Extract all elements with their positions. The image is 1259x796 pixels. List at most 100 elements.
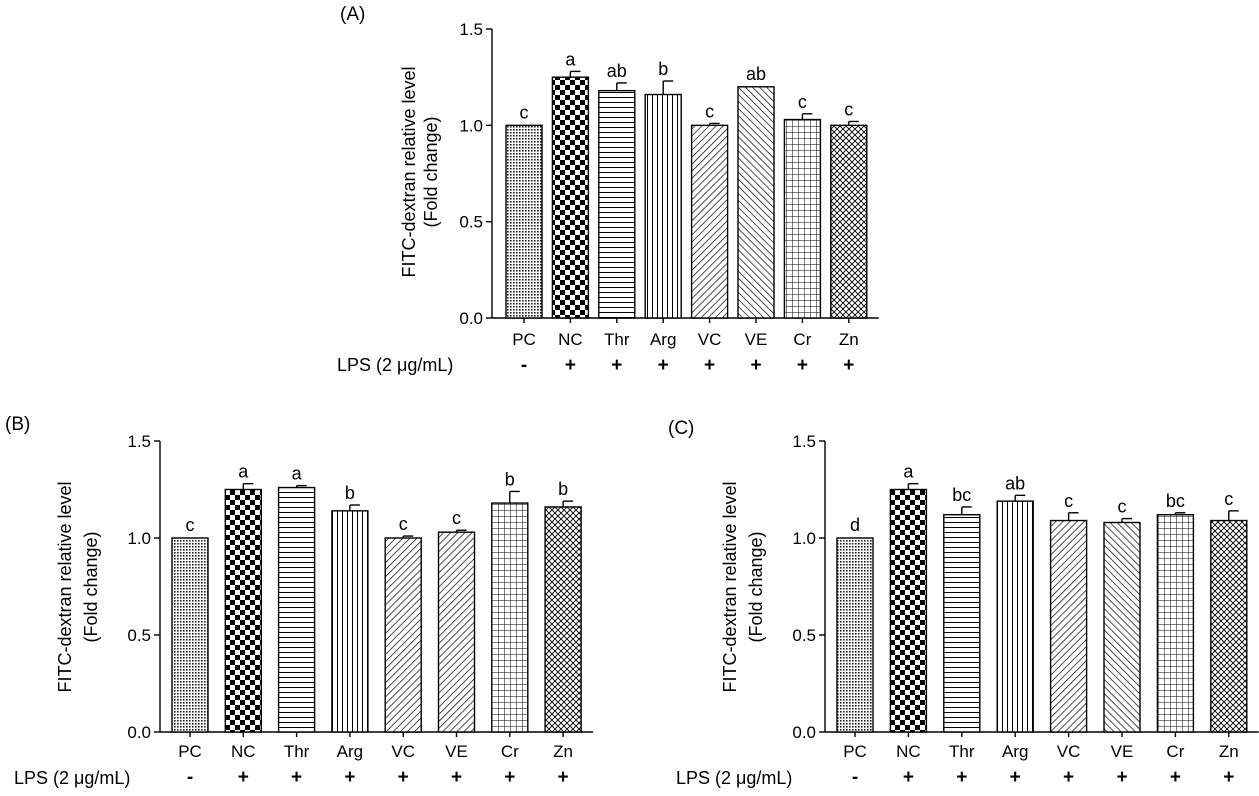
lps-marker: + xyxy=(843,355,854,376)
category-label: Thr xyxy=(604,330,630,349)
bar xyxy=(1049,519,1088,733)
y-axis-label-unit: (Fold change) xyxy=(81,531,101,642)
category-label: Arg xyxy=(650,330,676,349)
lps-marker: + xyxy=(238,767,249,788)
bar xyxy=(1103,521,1141,733)
lps-marker: + xyxy=(565,355,576,376)
y-tick-label: 1.5 xyxy=(792,432,816,451)
y-tick-label: 1.5 xyxy=(127,432,151,451)
category-label: VC xyxy=(698,330,722,349)
y-axis-label-unit: (Fold change) xyxy=(421,116,441,227)
lps-marker: - xyxy=(187,767,193,788)
y-tick-label: 0.0 xyxy=(127,723,151,742)
bar xyxy=(943,514,981,733)
lps-marker: + xyxy=(291,767,302,788)
panel-label: (C) xyxy=(668,418,694,439)
category-label: Zn xyxy=(839,330,859,349)
y-tick-label: 1.5 xyxy=(459,20,483,39)
significance-letter: a xyxy=(238,462,249,482)
bar xyxy=(277,486,316,733)
y-axis-label: FITC-dextran relative level xyxy=(720,481,740,692)
bar xyxy=(737,86,775,319)
bar xyxy=(437,531,476,733)
category-label: PC xyxy=(178,742,202,761)
category-label: Zn xyxy=(553,742,573,761)
bar xyxy=(889,488,928,733)
lps-marker: + xyxy=(797,355,808,376)
y-tick-label: 0.5 xyxy=(792,626,816,645)
lps-marker: + xyxy=(750,355,761,376)
lps-marker: + xyxy=(611,355,622,376)
lps-marker: + xyxy=(1223,767,1234,788)
y-tick-label: 0.5 xyxy=(459,213,483,232)
bar xyxy=(224,488,263,733)
panel-label: (A) xyxy=(340,4,365,25)
panel-c: (C) FITC-dextran relative level (Fold ch… xyxy=(668,418,1259,788)
significance-letter: a xyxy=(292,464,303,484)
category-label: NC xyxy=(558,330,583,349)
y-tick-label: 1.0 xyxy=(459,116,483,135)
lps-marker: + xyxy=(1116,767,1127,788)
category-label: Zn xyxy=(1219,742,1239,761)
bar xyxy=(836,537,874,733)
y-tick-label: 1.0 xyxy=(792,529,816,548)
lps-marker: + xyxy=(398,767,409,788)
y-tick-label: 0.0 xyxy=(792,723,816,742)
y-tick-label: 0.0 xyxy=(459,309,483,328)
category-label: VE xyxy=(445,742,468,761)
significance-letter: c xyxy=(705,101,714,121)
lps-marker: + xyxy=(1010,767,1021,788)
lps-marker: + xyxy=(956,767,967,788)
significance-letter: ab xyxy=(1005,473,1025,493)
lps-marker: + xyxy=(344,767,355,788)
significance-letter: c xyxy=(844,99,853,119)
category-label: Cr xyxy=(793,330,811,349)
category-label: Arg xyxy=(337,742,363,761)
bar xyxy=(1156,514,1195,733)
bar xyxy=(544,506,582,733)
panel-label: (B) xyxy=(5,414,30,435)
y-axis-label: FITC-dextran relative level xyxy=(399,66,419,277)
significance-letter: b xyxy=(558,479,568,499)
lps-marker: - xyxy=(521,355,527,376)
significance-letter: c xyxy=(452,508,461,528)
lps-marker: + xyxy=(903,767,914,788)
category-label: Cr xyxy=(501,742,519,761)
category-label: NC xyxy=(896,742,921,761)
significance-letter: c xyxy=(520,102,529,122)
lps-marker: + xyxy=(451,767,462,788)
bar xyxy=(384,537,422,733)
bar xyxy=(331,510,369,733)
lps-marker: - xyxy=(852,767,858,788)
bar xyxy=(505,124,543,319)
significance-letter: b xyxy=(658,59,668,79)
significance-letter: ab xyxy=(746,64,766,84)
category-label: PC xyxy=(843,742,867,761)
lps-marker: + xyxy=(1170,767,1181,788)
bar xyxy=(1210,519,1248,733)
y-tick-label: 1.0 xyxy=(127,529,151,548)
category-label: VE xyxy=(745,330,768,349)
lps-marker: + xyxy=(1063,767,1074,788)
significance-letter: c xyxy=(1224,489,1233,509)
bar xyxy=(171,537,209,733)
significance-letter: a xyxy=(565,49,576,69)
bar xyxy=(783,118,822,319)
significance-letter: ab xyxy=(607,61,627,81)
panel-a: (A) FITC-dextran relative level (Fold ch… xyxy=(337,4,879,376)
category-label: Thr xyxy=(284,742,310,761)
bar xyxy=(598,89,636,319)
significance-letter: c xyxy=(186,515,195,535)
bar xyxy=(644,93,682,319)
bar xyxy=(830,124,868,319)
bar xyxy=(690,124,729,319)
significance-letter: a xyxy=(903,462,914,482)
significance-letter: c xyxy=(1118,497,1127,517)
category-label: VE xyxy=(1111,742,1134,761)
bar xyxy=(996,500,1034,733)
category-label: VC xyxy=(391,742,415,761)
category-label: VC xyxy=(1057,742,1081,761)
significance-letter: b xyxy=(345,483,355,503)
category-label: Thr xyxy=(949,742,975,761)
